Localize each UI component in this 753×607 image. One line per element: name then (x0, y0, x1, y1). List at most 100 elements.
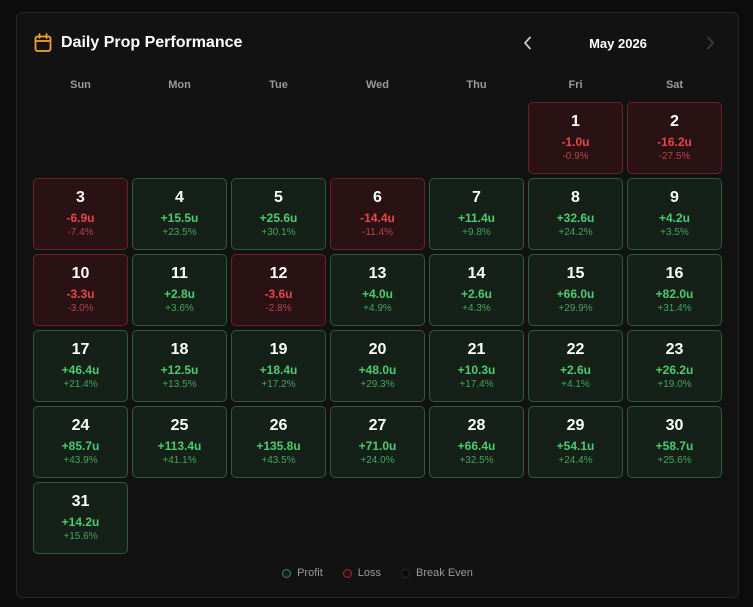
day-percent: -11.4% (362, 227, 393, 238)
day-cell-8[interactable]: 8 +32.6u +24.2% (528, 178, 623, 250)
day-cell-14[interactable]: 14 +2.6u +4.3% (429, 254, 524, 326)
day-number: 22 (566, 341, 585, 358)
day-percent: +4.9% (363, 303, 392, 314)
day-units: +135.8u (256, 439, 301, 453)
legend-item-even: Break Even (401, 567, 473, 579)
day-cell-27[interactable]: 27 +71.0u +24.0% (330, 406, 425, 478)
legend-swatch (401, 568, 411, 578)
day-cell-10[interactable]: 10 -3.3u -3.0% (33, 254, 128, 326)
legend-item-loss: Loss (342, 567, 382, 579)
day-cell-12[interactable]: 12 -3.6u -2.8% (231, 254, 326, 326)
day-number: 25 (170, 417, 189, 434)
day-cell-2[interactable]: 2 -16.2u -27.5% (627, 102, 722, 174)
day-cell-26[interactable]: 26 +135.8u +43.5% (231, 406, 326, 478)
day-number: 16 (665, 265, 684, 282)
day-cell-28[interactable]: 28 +66.4u +32.5% (429, 406, 524, 478)
day-percent: +3.6% (165, 303, 194, 314)
day-percent: +21.4% (63, 379, 98, 390)
day-number: 19 (269, 341, 288, 358)
day-percent: -3.0% (67, 303, 94, 314)
day-number: 11 (171, 265, 188, 282)
day-cell-4[interactable]: 4 +15.5u +23.5% (132, 178, 227, 250)
day-units: +12.5u (160, 363, 199, 377)
chevron-left-icon (524, 36, 531, 50)
day-cell-18[interactable]: 18 +12.5u +13.5% (132, 330, 227, 402)
day-percent: +24.2% (558, 227, 593, 238)
calendar-grid: 1 -1.0u -0.9% 2 -16.2u -27.5% 3 -6.9u -7.4% 4 +15.… (33, 102, 722, 554)
day-units: +82.0u (655, 287, 694, 301)
day-number: 28 (467, 417, 486, 434)
day-number: 3 (76, 189, 85, 206)
day-number: 26 (269, 417, 288, 434)
day-cell-20[interactable]: 20 +48.0u +29.3% (330, 330, 425, 402)
empty-day-cell (429, 102, 524, 174)
day-percent: +43.5% (261, 455, 296, 466)
day-number: 10 (71, 265, 90, 282)
day-percent: +25.6% (657, 455, 692, 466)
day-percent: +32.5% (459, 455, 494, 466)
day-percent: +4.3% (462, 303, 491, 314)
day-cell-19[interactable]: 19 +18.4u +17.2% (231, 330, 326, 402)
day-percent: +19.0% (657, 379, 692, 390)
day-cell-9[interactable]: 9 +4.2u +3.5% (627, 178, 722, 250)
day-cell-11[interactable]: 11 +2.8u +3.6% (132, 254, 227, 326)
day-number: 20 (368, 341, 387, 358)
day-percent: -0.9% (562, 151, 589, 162)
legend-label: Loss (357, 567, 382, 579)
legend-swatch (282, 568, 292, 578)
legend-swatch (342, 568, 352, 578)
day-number: 1 (571, 113, 580, 130)
day-cell-16[interactable]: 16 +82.0u +31.4% (627, 254, 722, 326)
day-number: 29 (566, 417, 585, 434)
day-percent: -27.5% (658, 151, 691, 162)
day-cell-31[interactable]: 31 +14.2u +15.6% (33, 482, 128, 554)
day-units: -1.0u (561, 135, 590, 149)
day-cell-1[interactable]: 1 -1.0u -0.9% (528, 102, 623, 174)
weekday-label: Sun (70, 79, 91, 91)
day-units: +10.3u (457, 363, 496, 377)
prev-month-button[interactable] (517, 32, 539, 54)
day-cell-30[interactable]: 30 +58.7u +25.6% (627, 406, 722, 478)
day-cell-23[interactable]: 23 +26.2u +19.0% (627, 330, 722, 402)
day-percent: -2.8% (265, 303, 292, 314)
day-cell-13[interactable]: 13 +4.0u +4.9% (330, 254, 425, 326)
day-units: +48.0u (358, 363, 397, 377)
day-cell-15[interactable]: 15 +66.0u +29.9% (528, 254, 623, 326)
day-number: 23 (665, 341, 684, 358)
day-number: 6 (373, 189, 382, 206)
day-percent: +24.4% (558, 455, 593, 466)
day-units: +66.0u (556, 287, 595, 301)
day-cell-3[interactable]: 3 -6.9u -7.4% (33, 178, 128, 250)
day-number: 4 (175, 189, 184, 206)
day-percent: +29.3% (360, 379, 395, 390)
day-units: +58.7u (655, 439, 694, 453)
day-cell-17[interactable]: 17 +46.4u +21.4% (33, 330, 128, 402)
day-percent: +30.1% (261, 227, 296, 238)
weekday-label: Sat (665, 79, 684, 91)
calendar-header: Daily Prop Performance May 2026 (17, 13, 738, 73)
day-cell-29[interactable]: 29 +54.1u +24.4% (528, 406, 623, 478)
day-units: +4.0u (361, 287, 394, 301)
legend: Profit Loss Break Even (17, 567, 738, 579)
day-cell-21[interactable]: 21 +10.3u +17.4% (429, 330, 524, 402)
weekday-header-row: Sun Mon Tue Wed Thu Fri Sat (33, 79, 722, 91)
day-units: +2.8u (163, 287, 196, 301)
day-cell-25[interactable]: 25 +113.4u +41.1% (132, 406, 227, 478)
day-number: 2 (670, 113, 679, 130)
day-number: 7 (472, 189, 481, 206)
day-number: 13 (368, 265, 387, 282)
next-month-button[interactable] (699, 32, 721, 54)
day-cell-7[interactable]: 7 +11.4u +9.8% (429, 178, 524, 250)
day-number: 27 (368, 417, 387, 434)
day-units: +85.7u (61, 439, 100, 453)
day-cell-6[interactable]: 6 -14.4u -11.4% (330, 178, 425, 250)
day-units: +14.2u (61, 515, 100, 529)
day-cell-22[interactable]: 22 +2.6u +4.1% (528, 330, 623, 402)
empty-day-cell (33, 102, 128, 174)
day-cell-24[interactable]: 24 +85.7u +43.9% (33, 406, 128, 478)
day-percent: +29.9% (558, 303, 593, 314)
day-cell-5[interactable]: 5 +25.6u +30.1% (231, 178, 326, 250)
day-units: -3.6u (264, 287, 293, 301)
weekday-label: Fri (568, 79, 583, 91)
day-number: 24 (71, 417, 90, 434)
